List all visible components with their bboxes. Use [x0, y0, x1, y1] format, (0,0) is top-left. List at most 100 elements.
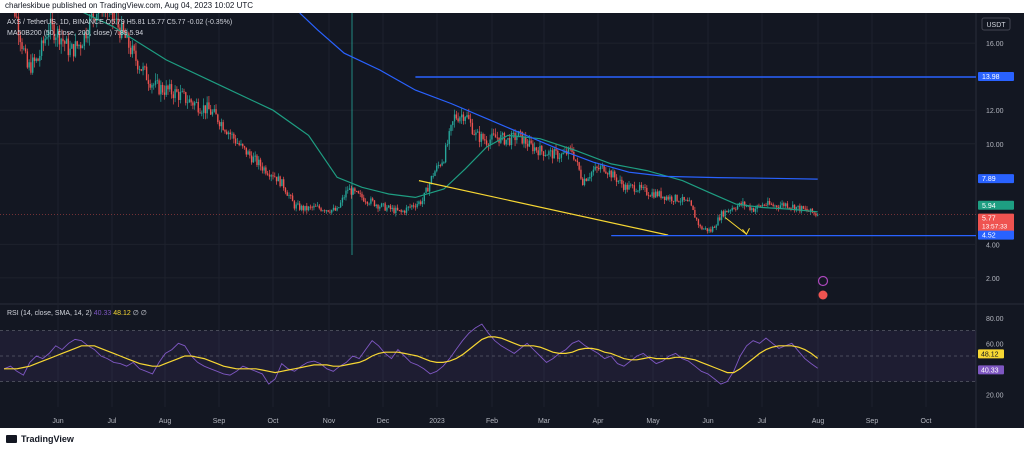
- price-label-13.98[interactable]: 13.98: [978, 72, 1014, 82]
- candle-body: [339, 202, 342, 208]
- candle-body: [268, 174, 271, 177]
- candle-body: [494, 134, 497, 138]
- candle-body: [484, 139, 486, 141]
- candle-body: [266, 173, 269, 175]
- tradingview-logo[interactable]: TradingView: [6, 434, 74, 444]
- chart-area[interactable]: 16.00 12.00 10.00 4.00 2.00 USDT 13.98 7.89 5.94…: [0, 0, 1024, 428]
- rsi-value-box: [978, 365, 1004, 375]
- candle-body: [592, 169, 595, 173]
- candle-body: [430, 176, 433, 184]
- candle-body: [510, 132, 513, 146]
- rsi-pane[interactable]: [0, 323, 976, 385]
- candle-body: [672, 201, 675, 202]
- candle-body: [193, 102, 196, 106]
- candle-body: [332, 207, 335, 210]
- price-label-7.89[interactable]: 7.89: [978, 174, 1014, 184]
- candle-body: [599, 166, 602, 170]
- candle-body: [325, 210, 328, 212]
- candle-body: [218, 122, 221, 127]
- price-label-5.94[interactable]: 5.94: [978, 200, 1014, 210]
- candle-body: [678, 201, 680, 203]
- candle-body: [687, 200, 689, 202]
- flag-event-icon[interactable]: [818, 290, 828, 300]
- ma50-line[interactable]: [6, 0, 818, 213]
- candle-body: [119, 27, 121, 39]
- candle-body: [129, 47, 132, 55]
- candle-body: [485, 140, 488, 145]
- candle-body: [85, 32, 87, 39]
- candle-body: [304, 205, 306, 211]
- time-tick-label: Apr: [593, 418, 605, 425]
- chart-svg[interactable]: 16.00 12.00 10.00 4.00 2.00 USDT 13.98 7.89 5.94…: [0, 0, 1024, 428]
- candle-body: [368, 203, 370, 205]
- candle-body: [121, 22, 123, 39]
- candle-body: [48, 30, 50, 38]
- rsi-value-label[interactable]: 48.12: [978, 349, 1004, 359]
- time-tick-label: Mar: [538, 418, 551, 425]
- candle-body: [598, 167, 600, 170]
- currency-badge[interactable]: USDT: [981, 17, 1011, 31]
- candle-body: [51, 18, 53, 25]
- candle-body: [642, 187, 644, 188]
- candle-body: [614, 171, 616, 178]
- candle-body: [509, 138, 511, 146]
- candle-body: [501, 133, 504, 135]
- candle-body: [704, 228, 707, 230]
- candle-body: [779, 205, 781, 209]
- candle-body: [153, 84, 155, 86]
- descending-trendline[interactable]: [418, 180, 669, 236]
- candle-body: [754, 208, 757, 212]
- candle-body: [92, 13, 94, 19]
- candle-body: [612, 171, 614, 178]
- candle-body: [455, 114, 458, 119]
- candle-body: [128, 33, 130, 48]
- candle-body: [170, 84, 173, 95]
- candle-body: [288, 195, 290, 197]
- rsi-value-text: 40.33: [981, 367, 999, 374]
- candle-body: [201, 112, 203, 114]
- candle-body: [411, 205, 413, 207]
- candle-body: [142, 66, 144, 71]
- rsi-tick-label: 80.00: [986, 316, 1004, 323]
- candle-body: [331, 209, 333, 213]
- rsi-ma-line[interactable]: [4, 336, 819, 374]
- candle-body: [282, 179, 285, 189]
- price-axis[interactable]: 16.00 12.00 10.00 4.00 2.00 USDT 13.98 7.89 5.94…: [978, 17, 1014, 399]
- rsi-line[interactable]: [3, 323, 818, 385]
- candle-body: [398, 210, 401, 211]
- candle-body: [745, 205, 748, 207]
- candle-body: [434, 171, 436, 176]
- candle-body: [274, 176, 276, 178]
- candle-body: [640, 184, 643, 188]
- candle-body: [469, 118, 472, 123]
- rsi-value-text: 48.12: [981, 351, 999, 358]
- candle-body: [658, 191, 660, 197]
- lightning-event-icon[interactable]: [817, 275, 829, 287]
- candle-body: [453, 114, 456, 122]
- candle-body: [295, 204, 297, 209]
- candle-body: [297, 203, 299, 205]
- price-label-box: [978, 200, 1014, 210]
- candle-body: [695, 217, 698, 220]
- candle-body: [395, 207, 397, 214]
- candle-body: [322, 210, 324, 212]
- rsi-value-label[interactable]: 40.33: [978, 365, 1004, 375]
- price-pane[interactable]: [0, 0, 976, 300]
- candle-body: [39, 55, 41, 61]
- price-label-4.52[interactable]: 4.52: [978, 230, 1014, 240]
- candle-body: [96, 13, 98, 22]
- candle-body: [736, 205, 739, 210]
- candle-body: [788, 207, 790, 209]
- candle-body: [149, 83, 151, 88]
- candle-body: [606, 173, 609, 175]
- candle-body: [560, 154, 563, 158]
- candle-body: [138, 69, 141, 71]
- candle-body: [578, 162, 580, 170]
- overlay: AXS / TetherUS, 1D, BINANCE O5.79 H5.81 …: [7, 19, 232, 317]
- candle-body: [466, 115, 468, 118]
- candle-body: [313, 205, 315, 208]
- time-axis[interactable]: Jun Jul Aug Sep Oct Nov Dec 2023 Feb Mar Apr May Jun…: [52, 418, 931, 425]
- ma200-line[interactable]: [299, 12, 818, 180]
- candle-body: [532, 143, 534, 152]
